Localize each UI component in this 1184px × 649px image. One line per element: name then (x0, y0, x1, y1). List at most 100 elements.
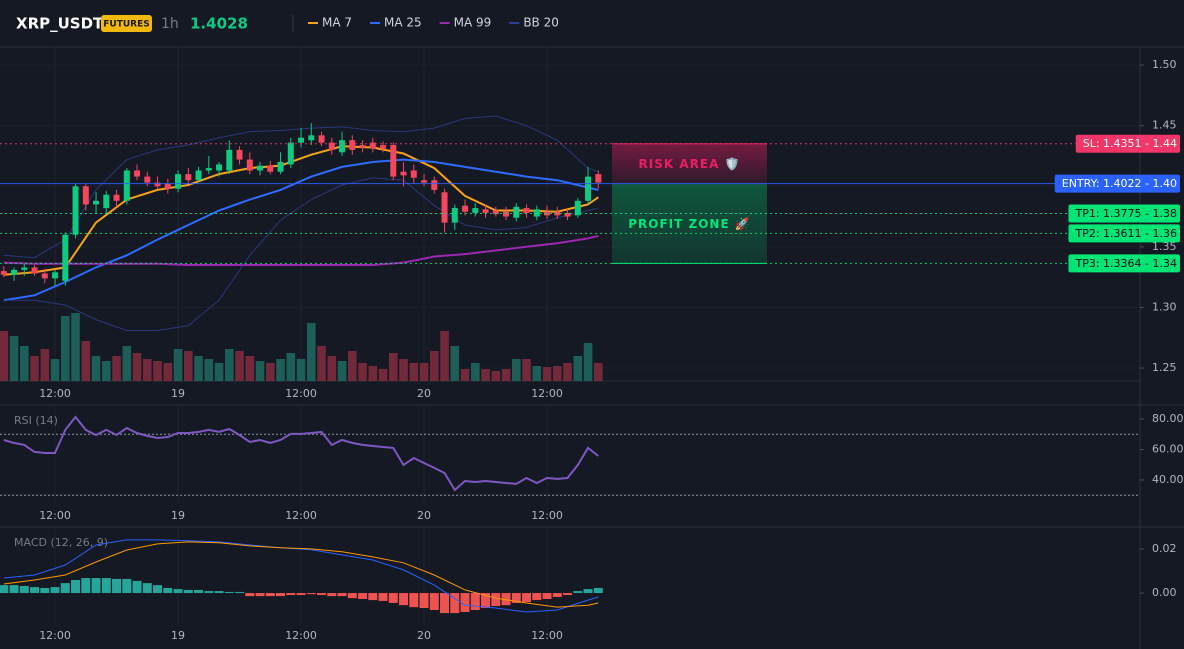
legend-label: MA 99 (454, 16, 492, 30)
macd-histogram-bar (296, 593, 306, 596)
macd-histogram-bar (0, 585, 9, 594)
candle-body (318, 135, 325, 143)
macd-histogram-bar (112, 578, 122, 594)
zone (612, 143, 767, 184)
candle-body (472, 208, 479, 213)
macd-histogram-bar (9, 585, 19, 594)
volume-bar (522, 359, 531, 381)
volume-bar (91, 356, 101, 381)
x-tick-label: 12:00 (285, 509, 317, 522)
y-tick-label: 80.00 (1152, 412, 1184, 425)
x-tick-label: 19 (171, 629, 185, 642)
x-tick-label: 12:00 (39, 629, 71, 642)
macd-histogram-bar (101, 578, 111, 594)
candle-body (277, 162, 284, 172)
volume-bar (573, 356, 583, 381)
macd-histogram-bar (60, 583, 70, 594)
macd-histogram-bar (183, 589, 193, 594)
candle-body (359, 145, 366, 148)
candle-body (431, 180, 438, 190)
badge (101, 15, 152, 32)
volume-bar (358, 363, 367, 381)
volume-bar (153, 361, 162, 381)
candle-body (400, 171, 407, 176)
macd-histogram-bar (122, 578, 132, 594)
macd-histogram-bar (542, 593, 552, 599)
volume-bar (470, 363, 480, 381)
candle-body (585, 176, 592, 201)
candle-body (380, 145, 387, 149)
macd-histogram-bar (563, 593, 573, 596)
macd-histogram-bar (224, 591, 234, 594)
zone-label: RISK AREA 🛡️ (639, 157, 741, 171)
x-tick-label: 19 (171, 387, 185, 400)
macd-histogram-bar (235, 591, 245, 594)
volume-bar (19, 346, 29, 381)
x-tick-label: 12:00 (531, 629, 563, 642)
y-tick-label: 60.00 (1152, 442, 1184, 455)
macd-histogram-bar (214, 591, 224, 594)
macd-histogram-bar (255, 593, 265, 597)
candle-body (451, 208, 458, 223)
volume-bar (235, 351, 244, 381)
macd-histogram-bar (265, 593, 275, 597)
volume-bar (306, 323, 316, 381)
volume-bar (583, 343, 593, 381)
candle-body (287, 142, 294, 165)
candle-body (503, 211, 510, 217)
volume-bar (60, 316, 70, 381)
macd-line (3, 539, 599, 613)
macd-histogram-bar (204, 591, 214, 594)
macd-histogram-bar (481, 593, 491, 609)
volume-bar (245, 356, 255, 381)
candle-body (308, 135, 315, 141)
candle-body (154, 182, 161, 187)
candle-body (533, 209, 540, 217)
volume-bar (224, 349, 234, 381)
level-tag (1068, 254, 1180, 273)
candle-body (62, 234, 69, 281)
volume-bar (296, 359, 306, 381)
legend-label: BB 20 (523, 16, 559, 30)
macd-histogram-bar (409, 593, 419, 608)
rsi-line (3, 415, 599, 492)
candle-body (544, 211, 551, 216)
macd-histogram-bar (153, 585, 163, 594)
volume-bar (194, 356, 203, 381)
candle-body (421, 180, 428, 183)
candle-body (523, 208, 530, 213)
y-tick-label: 1.25 (1152, 361, 1177, 374)
candle-body (113, 194, 120, 201)
y-tick-label: 1.30 (1152, 300, 1177, 313)
volume-bar (101, 361, 111, 381)
candle-body (492, 210, 499, 215)
level-tag (1068, 204, 1180, 223)
candle-body (93, 200, 100, 205)
volume-bar (30, 356, 39, 381)
macd-histogram-bar (440, 593, 450, 614)
volume-bar (481, 369, 490, 381)
zone-label: PROFIT ZONE 🚀 (628, 217, 751, 231)
y-tick-label: 40.00 (1152, 473, 1184, 486)
macd-line (3, 541, 599, 608)
volume-bar (460, 369, 470, 381)
volume-bar (317, 346, 326, 381)
y-tick-label: 1.50 (1152, 58, 1177, 71)
macd-histogram-bar (347, 593, 357, 599)
candle-body (195, 170, 202, 181)
macd-histogram-bar (286, 593, 296, 596)
level-label: SL: 1.4351 - 1.44 (1083, 137, 1177, 150)
volume-bar (214, 363, 224, 381)
volume-bar (450, 346, 460, 381)
candle-body (205, 168, 212, 171)
volume-bar (183, 351, 193, 381)
candle-body (298, 137, 305, 143)
volume-bar (173, 349, 183, 381)
level-tag (1075, 134, 1180, 153)
candle-body (267, 165, 274, 172)
volume-bar (40, 349, 50, 381)
candle-body (554, 211, 561, 216)
candle-body (513, 206, 520, 218)
macd-histogram-bar (245, 593, 255, 597)
volume-bar (388, 353, 398, 381)
